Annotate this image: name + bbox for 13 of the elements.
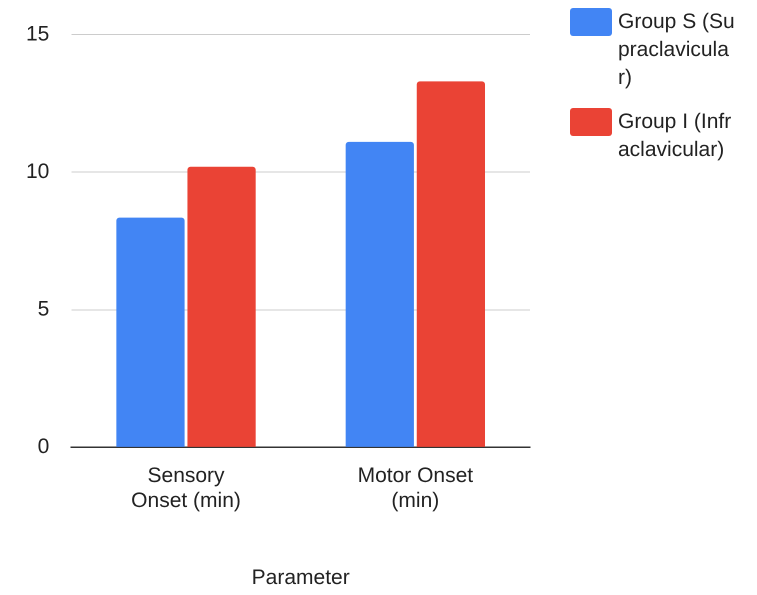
x-tick-label: Sensory Onset (min) [131, 464, 241, 512]
y-tick-label: 5 [38, 298, 50, 321]
x-tick-label: Motor Onset (min) [358, 464, 474, 512]
legend-label: Group S (Supraclavicular) [618, 9, 736, 91]
bar [346, 142, 414, 447]
y-tick-label: 0 [38, 435, 50, 458]
legend-label: Group I (Infraclavicular) [618, 109, 732, 163]
y-tick-label: 15 [26, 22, 50, 46]
y-tick-label: 10 [26, 160, 50, 183]
bar [116, 218, 185, 447]
bar [416, 81, 486, 447]
x-axis-title: Parameter [252, 566, 350, 590]
bar [187, 166, 256, 447]
